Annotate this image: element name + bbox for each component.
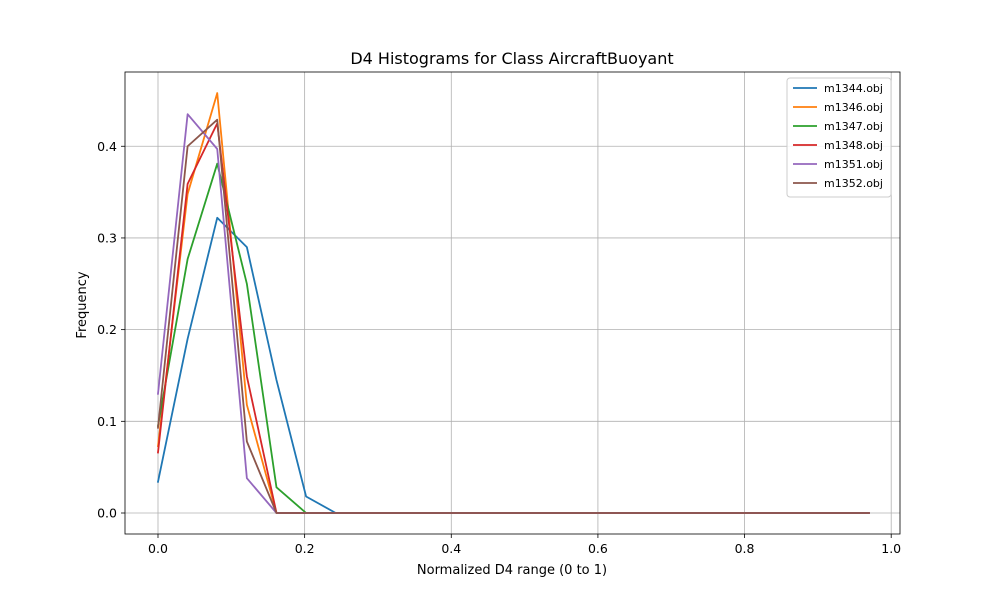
x-axis-label: Normalized D4 range (0 to 1) [417,563,607,578]
y-axis-label: Frequency [75,271,90,338]
y-tick-label: 0.1 [97,414,117,429]
axes [124,71,901,535]
x-tick-label: 0.2 [295,541,315,556]
axes-frame [124,71,901,535]
legend-label: m1347.obj [824,120,883,133]
y-tick-label: 0.4 [97,139,117,154]
plot-background [125,72,900,534]
x-tick-label: 0.0 [148,541,168,556]
legend-label: m1351.obj [824,158,883,171]
legend-label: m1348.obj [824,139,883,152]
y-tick-label: 0.0 [97,506,117,521]
x-tick-label: 0.4 [441,541,461,556]
legend-label: m1344.obj [824,82,883,95]
chart-title: D4 Histograms for Class AircraftBuoyant [350,49,673,68]
y-tick-label: 0.2 [97,322,117,337]
series-lines [156,92,870,514]
x-tick-label: 0.8 [735,541,755,556]
plot-area [125,72,900,534]
series-line-6 [157,118,870,514]
x-tick-label: 1.0 [881,541,901,556]
legend-label: m1346.obj [824,101,883,114]
x-tick-label: 0.6 [588,541,608,556]
legend: m1344.obj m1346.obj m1347.obj m1348.obj m135… [786,77,892,198]
ticks: 0.0 0.2 0.4 0.6 0.8 1.0 0.0 0.1 0.2 0.3 0.4 [97,139,901,556]
legend-label: m1352.obj [824,177,883,190]
y-tick-label: 0.3 [97,230,117,245]
